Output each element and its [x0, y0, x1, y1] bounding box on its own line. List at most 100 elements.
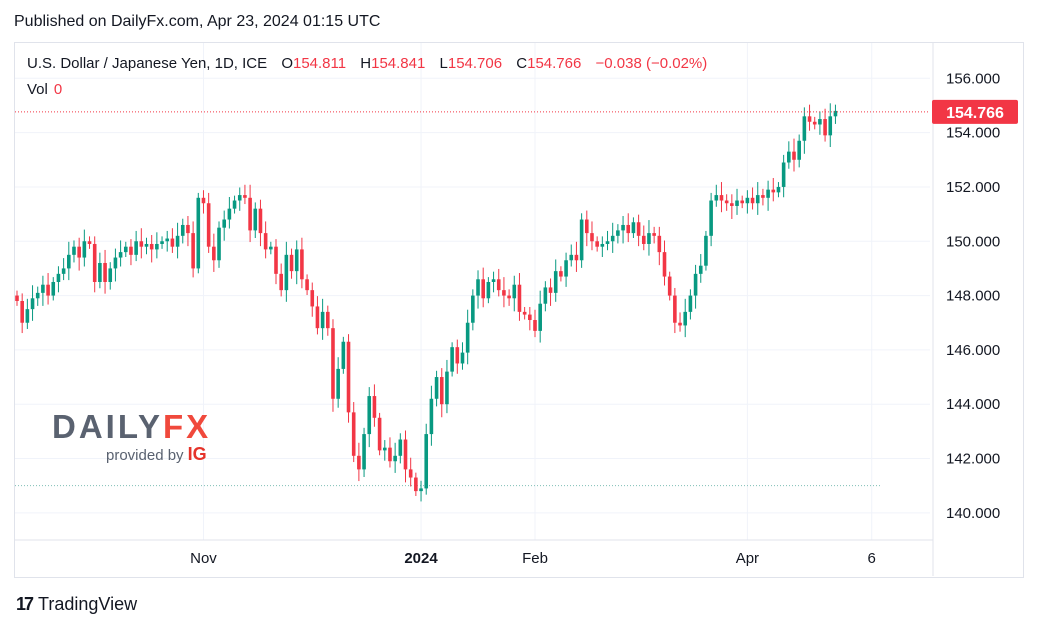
candle-body [263, 233, 268, 250]
candle-body [326, 311, 330, 329]
candle-body [336, 368, 340, 399]
legend-close-label: C [516, 55, 528, 72]
candle-body [160, 241, 164, 244]
last-price-badge [932, 99, 1018, 124]
dailyfx-logo-fx: FX [162, 408, 212, 445]
candle-body [750, 197, 755, 204]
candle-body [564, 260, 568, 277]
candle-body [522, 311, 527, 315]
candle-body [610, 235, 615, 242]
candle-body [574, 254, 579, 261]
candle-body [30, 298, 35, 310]
candle-body [243, 195, 247, 198]
candle-body [559, 271, 563, 277]
candle-body [237, 195, 242, 201]
candle-body [134, 241, 138, 255]
candle-body [315, 306, 320, 329]
candle-body [388, 447, 392, 462]
candle-body [693, 273, 698, 296]
candle-body [491, 279, 496, 282]
candle-body [600, 243, 605, 247]
y-tick-label: 150.000 [946, 233, 1000, 250]
legend-open-value: 154.811 [292, 55, 347, 72]
candle-body [123, 246, 128, 253]
y-tick-label: 144.000 [946, 396, 1000, 413]
tradingview-mark-icon: 17 [16, 594, 34, 614]
candle-body [46, 284, 50, 296]
candle-body [113, 257, 118, 269]
published-header: Published on DailyFx.com, Apr 23, 2024 0… [14, 13, 381, 30]
candle-body [657, 235, 662, 253]
candle-body [87, 241, 92, 244]
dailyfx-logo-daily: DAILY [52, 408, 163, 445]
candle-body [362, 434, 366, 470]
candle-body [129, 246, 133, 255]
candle-body [274, 246, 278, 274]
candle-body [512, 284, 517, 299]
candle-body [35, 292, 40, 299]
candle-body [673, 295, 677, 323]
candle-body [414, 477, 418, 492]
candle-body [471, 295, 475, 323]
volume-legend: Vol 0 [27, 81, 62, 98]
chart-frame[interactable] [14, 42, 1024, 578]
x-tick-label: Apr [736, 550, 759, 567]
y-tick-label: 142.000 [946, 451, 1000, 468]
candle-body [652, 233, 656, 236]
candle-body [802, 116, 807, 141]
candle-body [398, 439, 403, 456]
candle-body [781, 162, 786, 187]
candle-body [486, 281, 491, 299]
candle-body [818, 119, 822, 125]
candle-body [403, 439, 408, 470]
candle-body [284, 254, 289, 291]
candle-body [714, 195, 719, 201]
candle-body [704, 235, 708, 266]
candle-body [631, 222, 636, 234]
candle-body [15, 295, 19, 302]
candle-body [698, 265, 703, 274]
candle-body [419, 488, 423, 492]
candle-body [683, 311, 688, 326]
candle-body [346, 341, 351, 413]
tradingview-logo[interactable]: 17 TradingView [16, 594, 137, 615]
tradingview-brand: TradingView [38, 594, 138, 614]
candle-body [667, 276, 672, 296]
candle-body [206, 203, 211, 247]
candle-body [533, 320, 537, 331]
candle-body [641, 235, 646, 244]
candle-body [626, 224, 631, 234]
volume-value: 0 [53, 81, 63, 98]
candle-body [77, 246, 81, 258]
candle-body [108, 268, 113, 282]
candle-body [424, 434, 429, 489]
candle-body [538, 303, 542, 331]
candle-body [227, 208, 232, 220]
candle-body [771, 189, 776, 193]
legend-change: −0.038 (−0.02%) [595, 55, 708, 72]
candle-body [310, 290, 315, 307]
y-tick-label: 148.000 [946, 288, 1000, 305]
legend-low-value: 154.706 [447, 55, 503, 72]
x-tick-label: Feb [522, 550, 548, 567]
candle-body [507, 295, 511, 299]
candle-body [377, 417, 382, 451]
y-tick-label: 140.000 [946, 505, 1000, 522]
chart-legend: U.S. Dollar / Japanese Yen, 1D, ICE O154… [27, 55, 707, 72]
candle-body [341, 341, 346, 369]
candle-body [367, 396, 372, 435]
candle-body [98, 262, 102, 282]
candle-body [196, 197, 201, 269]
candle-body [191, 233, 195, 269]
candle-body [170, 238, 175, 247]
volume-label: Vol [27, 81, 48, 98]
candle-body [180, 224, 185, 236]
candle-body [766, 189, 770, 198]
candle-body [455, 347, 460, 364]
candle-body [357, 455, 361, 470]
candle-body [528, 314, 532, 321]
candle-body [828, 116, 833, 136]
candle-body [787, 151, 791, 163]
candle-body [61, 268, 66, 274]
